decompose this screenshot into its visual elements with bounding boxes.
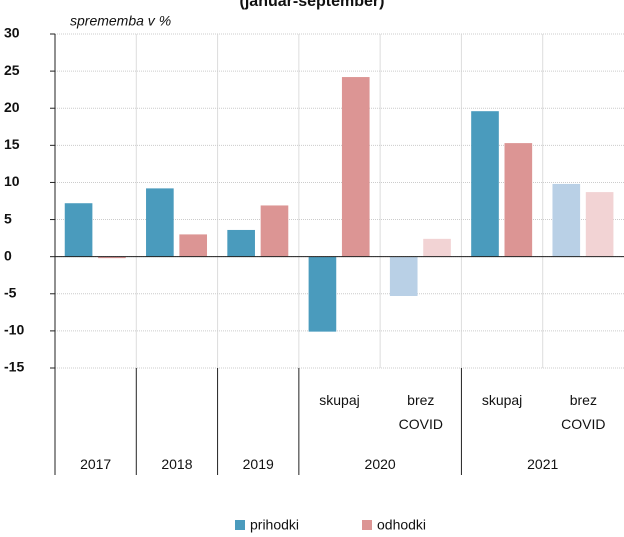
- bar: [227, 229, 255, 257]
- y-tick-label: 25: [4, 62, 20, 78]
- x-group-label: 2020: [364, 456, 396, 472]
- x-tick-label: skupaj: [319, 392, 360, 408]
- bar: [585, 192, 614, 257]
- bar: [64, 203, 93, 257]
- bar: [146, 188, 174, 257]
- bar: [504, 143, 533, 257]
- bar: [471, 111, 499, 257]
- x-tick-label: brez COVID: [561, 392, 606, 432]
- y-axis-label: sprememba v %: [70, 13, 171, 29]
- legend-label: odhodki: [377, 517, 426, 533]
- y-tick-label: 0: [4, 247, 12, 263]
- y-tick-label: 15: [4, 136, 20, 152]
- y-tick-label: -15: [4, 359, 24, 375]
- x-tick-label: brez COVID: [398, 392, 443, 432]
- x-group-label: 2018: [161, 456, 193, 472]
- y-tick-label: -5: [4, 284, 17, 300]
- x-tick-label: skupaj: [481, 392, 523, 408]
- y-tick-label: -10: [4, 322, 24, 338]
- bar: [389, 256, 418, 297]
- chart-title: (januar-september): [240, 0, 385, 10]
- x-group-label: 2017: [80, 456, 112, 472]
- bar: [98, 256, 126, 259]
- bar: [179, 234, 208, 257]
- y-tick-label: 10: [4, 173, 20, 189]
- y-tick-label: 5: [4, 210, 12, 226]
- bar: [260, 205, 289, 257]
- bar: [308, 256, 337, 332]
- x-group-label: 2019: [242, 456, 274, 472]
- bar: [423, 238, 451, 257]
- x-group-label: 2021: [527, 456, 559, 472]
- legend-swatch: [362, 520, 372, 530]
- legend-label: prihodki: [250, 517, 299, 533]
- y-tick-label: 30: [4, 25, 20, 41]
- bar: [341, 77, 370, 257]
- y-tick-label: 20: [4, 99, 20, 115]
- legend-swatch: [235, 520, 245, 530]
- bar: [552, 183, 581, 257]
